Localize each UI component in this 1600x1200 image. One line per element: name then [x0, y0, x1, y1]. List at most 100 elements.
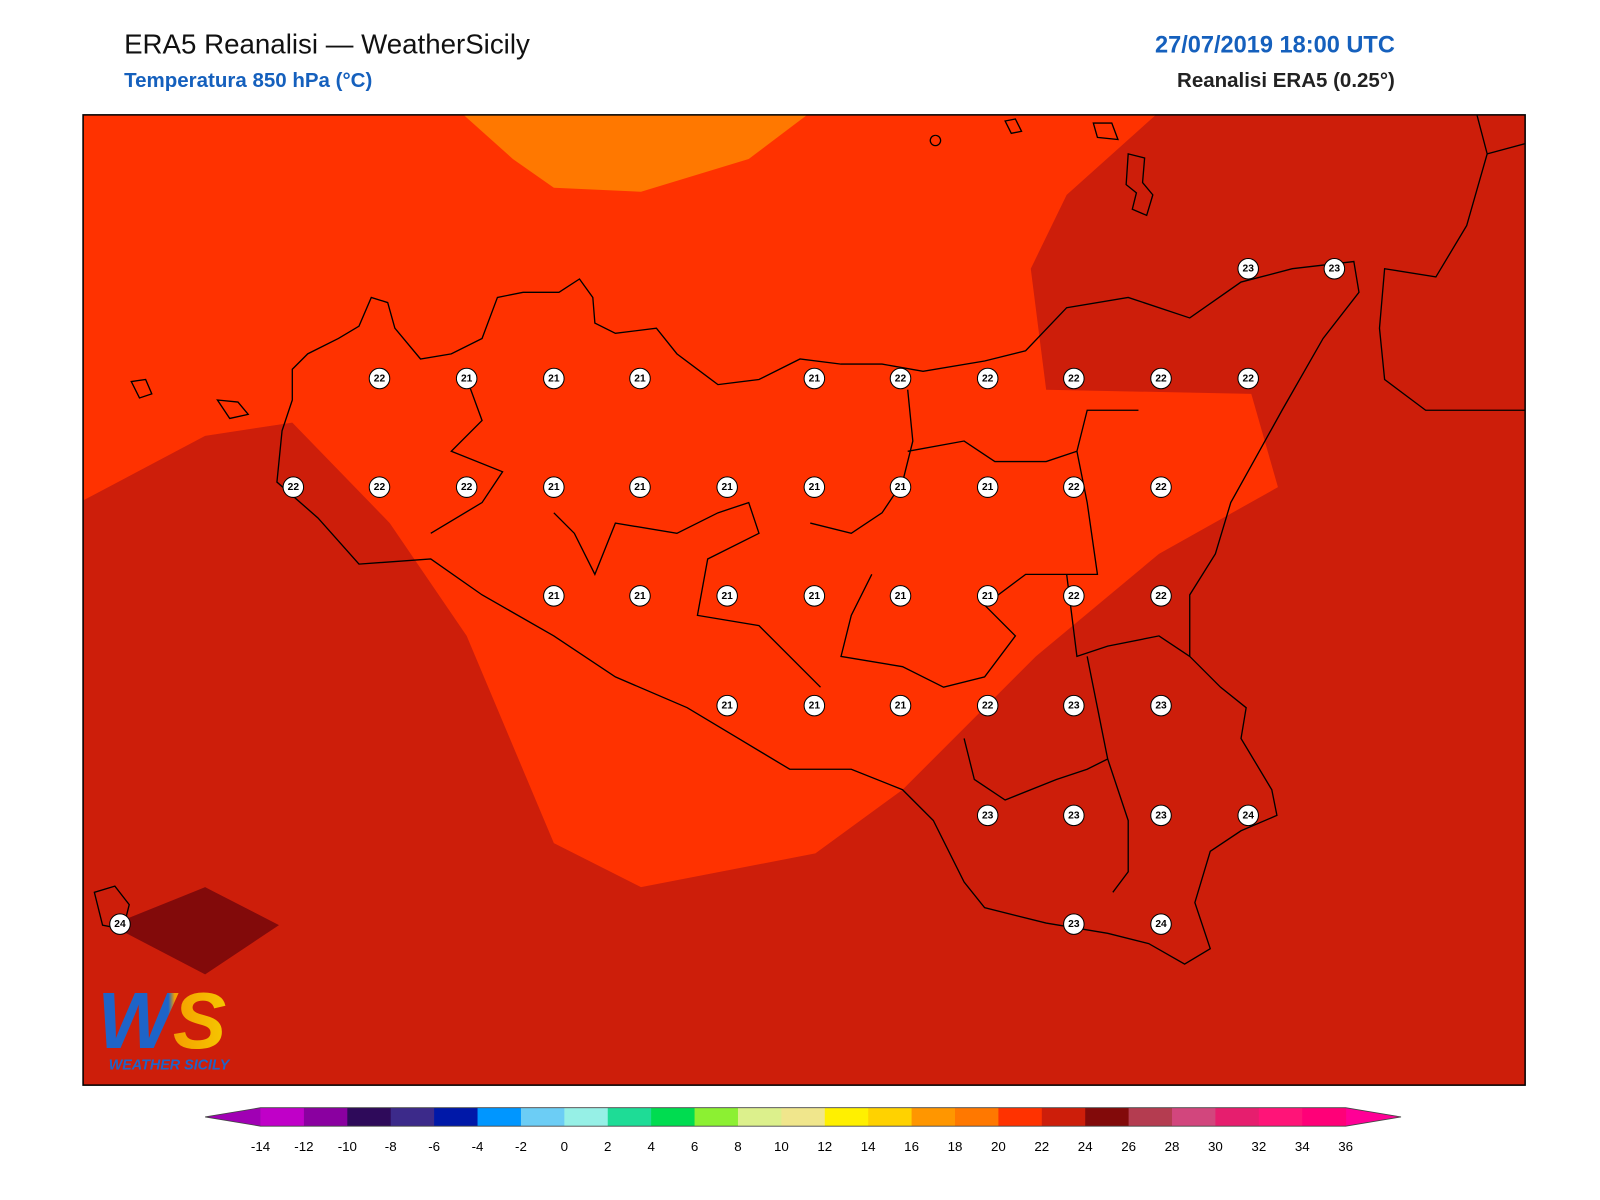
colorbar-tick-label: 24 [1078, 1139, 1093, 1154]
colorbar-bin [260, 1107, 305, 1127]
coastlines [93, 114, 1526, 965]
station-value: 23 [1155, 701, 1167, 712]
colorbar-bin [1302, 1107, 1347, 1127]
station-marker [455, 367, 478, 390]
station-marker [1063, 367, 1085, 390]
station-value: 21 [548, 482, 560, 493]
colorbar-tick-label: 6 [691, 1139, 698, 1154]
station-marker [803, 476, 826, 498]
station-value: 21 [809, 373, 821, 384]
datetime: 27/07/2019 18:00 UTC [1155, 31, 1395, 57]
map-frame [82, 114, 1526, 1086]
colorbar-tick-label: 2 [604, 1139, 611, 1154]
colorbar-tick-label: 36 [1338, 1139, 1353, 1154]
station-value: 21 [721, 482, 733, 493]
colorbar-bin [477, 1107, 522, 1127]
colorbar: -14 -12 -10 -8 -6 -4 -2 0 2 4 6 8 10 12 14 16 18 20 22 24 26… [205, 1107, 1402, 1154]
station-value: 21 [548, 373, 560, 384]
station-value: 21 [809, 591, 821, 602]
station-marker [282, 476, 305, 498]
station-value: 21 [809, 482, 821, 493]
station-marker [1237, 804, 1259, 827]
station-marker [716, 476, 738, 498]
station-marker [803, 694, 826, 717]
station-value: 23 [1243, 264, 1255, 275]
station-value: 21 [721, 701, 733, 712]
colorbar-tick-label: 12 [817, 1139, 832, 1154]
station-marker [889, 476, 912, 498]
station-value: 22 [982, 373, 994, 384]
station-value: 23 [1155, 810, 1167, 821]
station-value: 22 [1068, 482, 1080, 493]
temperature-field [83, 114, 1526, 1086]
station-value: 24 [1243, 810, 1255, 821]
colorbar-tick-label: -2 [515, 1139, 527, 1154]
colorbar-bin [911, 1107, 956, 1127]
station-marker [1150, 585, 1172, 607]
station-marker [543, 367, 565, 390]
station-value: 22 [1155, 591, 1167, 602]
station-value: 23 [1329, 264, 1341, 275]
station-marker [543, 585, 565, 607]
colorbar-bin [1258, 1107, 1303, 1127]
station-value: 21 [634, 591, 646, 602]
colorbar-tick-label: 4 [647, 1139, 655, 1154]
colorbar-bin [998, 1107, 1043, 1127]
colorbar-bin [390, 1107, 435, 1127]
station-marker [976, 476, 999, 498]
station-value: 21 [634, 482, 646, 493]
station-marker [803, 367, 826, 390]
station-value: 21 [982, 482, 994, 493]
station-marker [976, 585, 999, 607]
colorbar-bin [781, 1107, 826, 1127]
colorbar-tick-label: 34 [1295, 1139, 1310, 1154]
calabria-coast [1378, 114, 1526, 411]
station-value: 21 [895, 701, 907, 712]
colorbar-tick-label: 20 [991, 1139, 1006, 1154]
colorbar-outline [205, 1107, 1402, 1127]
station-values: 23 23 22 21 21 21 21 22 22 22 22 22 22 22 22 21 21 21 21 21… [109, 257, 1346, 935]
logo: WS WEATHER SICILY [97, 976, 230, 1074]
station-marker [976, 367, 999, 390]
logo-mark: WS [97, 976, 226, 1065]
colorbar-bin [434, 1107, 479, 1127]
station-value: 21 [895, 591, 907, 602]
colorbar-tick-label: -12 [294, 1139, 313, 1154]
colorbar-tick-label: 8 [734, 1139, 741, 1154]
colorbar-bin [651, 1107, 696, 1127]
station-marker [716, 694, 738, 717]
colorbar-tick-label: 32 [1251, 1139, 1266, 1154]
temperature-band [110, 887, 279, 975]
station-marker [109, 913, 131, 935]
colorbar-bin [1172, 1107, 1216, 1127]
station-marker [976, 804, 999, 827]
colorbar-bin [824, 1107, 869, 1127]
station-marker [629, 585, 651, 607]
station-marker [1150, 694, 1172, 717]
station-value: 22 [895, 373, 907, 384]
station-value: 22 [374, 482, 386, 493]
station-value: 22 [1155, 373, 1167, 384]
station-value: 23 [1068, 701, 1080, 712]
station-value: 21 [548, 591, 560, 602]
colorbar-tick-label: -8 [385, 1139, 397, 1154]
colorbar-bin [303, 1107, 348, 1127]
station-marker [1237, 257, 1259, 280]
station-marker [1150, 804, 1172, 827]
station-marker [1323, 257, 1346, 280]
station-marker [368, 476, 391, 498]
station-marker [1237, 367, 1259, 390]
colorbar-bin [1041, 1107, 1086, 1127]
station-value: 23 [1068, 810, 1080, 821]
station-marker [889, 367, 912, 390]
station-marker [629, 476, 651, 498]
temperature-band [463, 114, 808, 192]
colorbar-tick-label: 10 [774, 1139, 789, 1154]
colorbar-bin [954, 1107, 999, 1127]
station-marker [629, 367, 651, 390]
station-marker [1063, 585, 1085, 607]
station-value: 21 [982, 591, 994, 602]
